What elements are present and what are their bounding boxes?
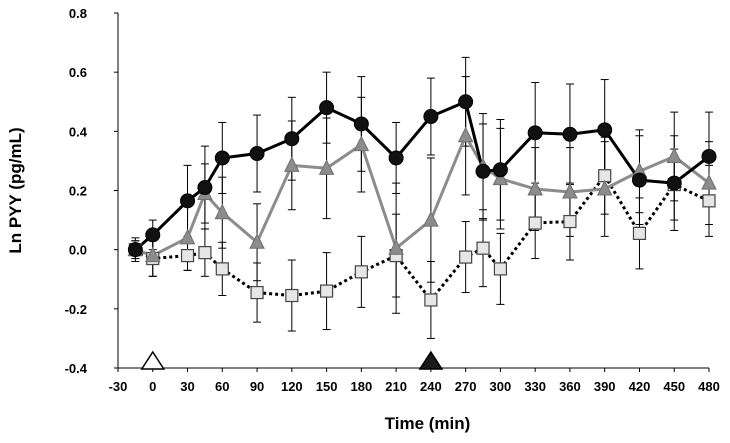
square-data-point	[354, 265, 368, 279]
x-tick-label: 270	[455, 379, 477, 394]
circle-data-point	[145, 227, 161, 243]
triangle-data-point	[423, 210, 439, 227]
triangle-data-point	[562, 182, 578, 199]
circle-data-point	[666, 175, 682, 191]
y-tick-label: 0.6	[69, 65, 87, 80]
triangle-data-point	[284, 156, 300, 172]
x-tick-label: 210	[385, 379, 407, 394]
triangle-data-point	[144, 246, 161, 263]
square-data-point	[493, 262, 508, 276]
open-event-triangle	[140, 350, 166, 370]
triangle-data-point	[214, 203, 231, 220]
triangle-data-point	[596, 179, 613, 196]
y-tick-label: -0.4	[65, 361, 88, 376]
y-tick-label: -0.2	[65, 302, 87, 317]
circle-data-point	[423, 109, 439, 125]
circle-data-point	[127, 242, 143, 258]
x-tick-label: 150	[316, 379, 338, 394]
circle-data-point	[353, 116, 369, 132]
triangle-data-point	[388, 239, 404, 255]
tick-labels: -0.4 -0.2 0.0 0.2 0.4 0.6 0.8 -30 0 30 60 90 120 150 1…	[65, 6, 720, 394]
event-markers	[140, 350, 444, 370]
circle-data-point	[249, 146, 265, 162]
x-tick-label: 180	[351, 379, 373, 394]
circle-data-point	[214, 150, 230, 166]
triangle-data-point	[318, 159, 335, 175]
circle-data-point	[319, 100, 335, 116]
error-bars	[131, 56, 713, 339]
circle-data-point	[284, 131, 300, 147]
square-data-point	[250, 285, 264, 300]
square-data-point	[285, 288, 299, 303]
triangle-data-point	[353, 135, 370, 152]
square-data-point	[180, 248, 195, 263]
y-axis-title: Ln PYY (pg/mL)	[6, 127, 25, 253]
circle-data-point	[458, 94, 474, 110]
x-tick-label: 330	[524, 379, 546, 394]
square-data-point	[459, 250, 473, 264]
circle-data-point	[701, 148, 717, 164]
x-tick-label: 90	[250, 379, 264, 394]
circle-data-point	[527, 125, 543, 141]
square-data-point	[215, 262, 229, 276]
square-data-point	[702, 194, 716, 208]
x-tick-label: 390	[594, 379, 616, 394]
square-data-point	[632, 226, 647, 240]
filled-event-triangle	[418, 350, 444, 370]
circle-data-point	[197, 180, 213, 196]
square-data-point	[476, 241, 490, 255]
x-axis-title: Time (min)	[385, 414, 471, 433]
y-tick-label: 0.2	[69, 184, 87, 199]
x-tick-label: 120	[281, 379, 303, 394]
y-tick-label: 0.8	[69, 6, 87, 21]
square-data-point	[198, 246, 212, 260]
x-tick-label: 450	[663, 379, 685, 394]
triangle-data-point	[527, 179, 543, 196]
circle-data-point	[492, 162, 508, 178]
series-markers	[127, 94, 717, 307]
square-data-point	[528, 216, 542, 230]
circle-data-point	[597, 122, 613, 138]
square-data-point	[424, 293, 438, 307]
triangle-data-point	[666, 147, 683, 163]
x-tick-label: 300	[490, 379, 512, 394]
circle-data-point	[631, 172, 647, 188]
x-tick-label: 480	[698, 379, 720, 394]
x-tick-label: 240	[420, 379, 442, 394]
square-data-point	[563, 214, 577, 229]
x-tick-label: 30	[180, 379, 194, 394]
square-series-line	[134, 174, 710, 302]
triangle-data-point	[701, 173, 717, 190]
x-tick-label: 0	[149, 379, 156, 394]
x-tick-label: 360	[559, 379, 581, 394]
square-data-point	[319, 284, 334, 298]
triangle-data-point	[179, 228, 196, 245]
circle-data-point	[475, 163, 491, 179]
circle-data-point	[388, 150, 404, 166]
x-tick-label: -30	[109, 379, 128, 394]
x-tick-label: 420	[629, 379, 651, 394]
circle-data-point	[562, 126, 578, 142]
triangle-data-point	[249, 233, 265, 249]
x-tick-label: 60	[215, 379, 229, 394]
triangle-data-point	[457, 126, 474, 143]
y-tick-label: 0.4	[69, 124, 88, 139]
circle-data-point	[180, 193, 196, 209]
triangle-data-point	[492, 169, 509, 186]
y-tick-label: 0.0	[69, 243, 87, 258]
